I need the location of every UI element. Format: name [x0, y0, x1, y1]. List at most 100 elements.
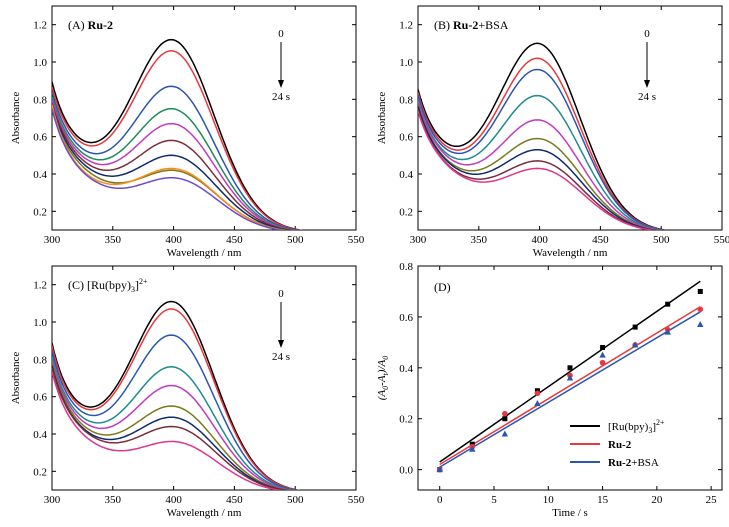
spectrum-line-3 — [52, 356, 296, 490]
spectrum-line-7 — [418, 109, 656, 230]
legend-label-0: [Ru(bpy)3]2+ — [608, 418, 665, 435]
x-tick-label: 550 — [348, 234, 365, 246]
x-tick-label: 500 — [653, 234, 670, 246]
time-end-label: 24 s — [272, 351, 290, 363]
spectrum-line-0 — [52, 300, 302, 490]
data-point-circle — [534, 390, 541, 397]
panel-b-absorbance-chart: 300 350 400 450 500 550 0.2 0.4 0.6 0.8 1.0 1.2 (B) … — [376, 5, 729, 259]
y-tick-label: 0.8 — [33, 354, 47, 366]
spectrum-line-1 — [52, 308, 301, 490]
y-tick-label: 0.2 — [399, 414, 413, 426]
spectrum-line-9 — [52, 108, 285, 230]
spectrum-line-2 — [52, 334, 298, 490]
time-arrow-head — [644, 80, 650, 88]
x-tick-label: 550 — [714, 234, 729, 246]
y-tick-label: 0.4 — [33, 169, 47, 181]
plot-frame — [417, 265, 723, 491]
x-tick-label: 500 — [287, 494, 304, 506]
y-tick-label: 0.8 — [399, 261, 413, 273]
time-start-label: 0 — [644, 28, 650, 40]
panel-c-absorbance-chart: 300 350 400 450 500 550 0.2 0.4 0.6 0.8 1.0 1.2 (C) … — [10, 265, 365, 519]
spectrum-line-0 — [52, 38, 305, 230]
spectrum-line-5 — [418, 103, 660, 230]
panel-title: (C) [Ru(bpy)3]2+ — [68, 277, 148, 294]
fit-line-2 — [439, 311, 701, 468]
time-start-label: 0 — [278, 288, 284, 300]
spectrum-line-6 — [52, 106, 292, 230]
data-point-triangle — [566, 374, 574, 381]
spectrum-line-2 — [418, 68, 666, 230]
spectrum-line-1 — [418, 57, 667, 230]
x-tick-label: 550 — [348, 494, 365, 506]
spectrum-line-2 — [52, 85, 301, 230]
data-point-circle — [502, 410, 508, 417]
x-tick-label: 400 — [165, 494, 182, 506]
spectrum-line-6 — [52, 365, 289, 490]
panel-a-absorbance-chart: 300 350 400 450 500 550 0.2 0.4 0.6 0.8 1.0 1.2 (A) … — [10, 5, 365, 259]
x-tick-label: 400 — [165, 234, 182, 246]
y-tick-label: 1.0 — [33, 317, 47, 329]
data-point-triangle — [631, 341, 639, 348]
x-tick-label: 350 — [471, 234, 488, 246]
x-tick-label: 20 — [651, 494, 663, 506]
spectrum-line-7 — [52, 367, 288, 490]
y-tick-label: 0.6 — [399, 312, 413, 324]
y-axis-label: Absorbance — [10, 92, 22, 145]
spectrum-line-3 — [418, 94, 663, 230]
spectrum-line-1 — [52, 50, 303, 230]
y-axis-label: Absorbance — [10, 352, 22, 405]
x-tick-label: 350 — [105, 494, 122, 506]
x-tick-label: 10 — [543, 494, 555, 506]
data-point-circle — [697, 306, 704, 313]
y-tick-label: 0.2 — [33, 206, 47, 218]
data-point-square — [697, 288, 703, 294]
fit-line-0 — [439, 280, 701, 463]
time-end-label: 24 s — [638, 91, 656, 103]
panel-title: (B) Ru-2+BSA — [434, 18, 509, 32]
y-tick-label: 0.6 — [399, 132, 413, 144]
x-tick-label: 300 — [410, 234, 427, 246]
panel-d-kinetics-chart: 0 5 10 15 20 25 0.0 0.2 0.4 0.6 0.8 (D) [Ru(bpy)3]2+… — [376, 261, 723, 519]
time-arrow-head — [278, 340, 284, 348]
y-tick-label: 1.2 — [33, 280, 47, 292]
data-point-circle — [599, 359, 606, 366]
y-tick-label: 0.4 — [399, 363, 413, 375]
x-axis-label: Wavelength / nm — [533, 247, 608, 259]
spectrum-line-0 — [418, 42, 669, 230]
legend-label-1: Ru-2 — [608, 439, 632, 451]
y-tick-label: 1.2 — [33, 20, 47, 32]
y-axis-label: Absorbance — [376, 92, 388, 145]
x-axis-label: Wavelength / nm — [167, 507, 242, 519]
time-start-label: 0 — [278, 28, 284, 40]
x-tick-label: 450 — [226, 494, 243, 506]
data-point-square — [632, 324, 638, 330]
data-point-triangle — [436, 466, 443, 473]
plot-frame — [417, 5, 723, 231]
fit-line-1 — [439, 306, 701, 466]
data-point-square — [567, 365, 573, 371]
x-tick-label: 0 — [437, 494, 443, 506]
time-end-label: 24 s — [272, 91, 290, 103]
plot-frame — [51, 5, 357, 231]
spectrum-line-4 — [52, 99, 297, 230]
spectrum-line-4 — [52, 359, 294, 490]
x-tick-label: 15 — [597, 494, 609, 506]
x-tick-label: 300 — [44, 234, 61, 246]
y-tick-label: 0.4 — [33, 429, 47, 441]
x-tick-label: 350 — [105, 234, 122, 246]
y-tick-label: 1.0 — [33, 57, 47, 69]
panel-title: (A) Ru-2 — [68, 18, 113, 32]
spectrum-line-8 — [52, 104, 286, 230]
spectrum-line-6 — [418, 106, 658, 230]
spectrum-line-3 — [52, 96, 299, 230]
data-point-triangle — [501, 430, 509, 437]
y-tick-label: 1.0 — [399, 57, 413, 69]
x-axis-label: Wavelength / nm — [167, 247, 242, 259]
data-point-triangle — [599, 351, 606, 358]
spectrum-line-5 — [52, 362, 291, 490]
y-tick-label: 1.2 — [399, 20, 413, 32]
data-point-triangle — [534, 399, 541, 406]
y-tick-label: 0.8 — [33, 94, 47, 106]
y-tick-label: 0.6 — [33, 132, 47, 144]
